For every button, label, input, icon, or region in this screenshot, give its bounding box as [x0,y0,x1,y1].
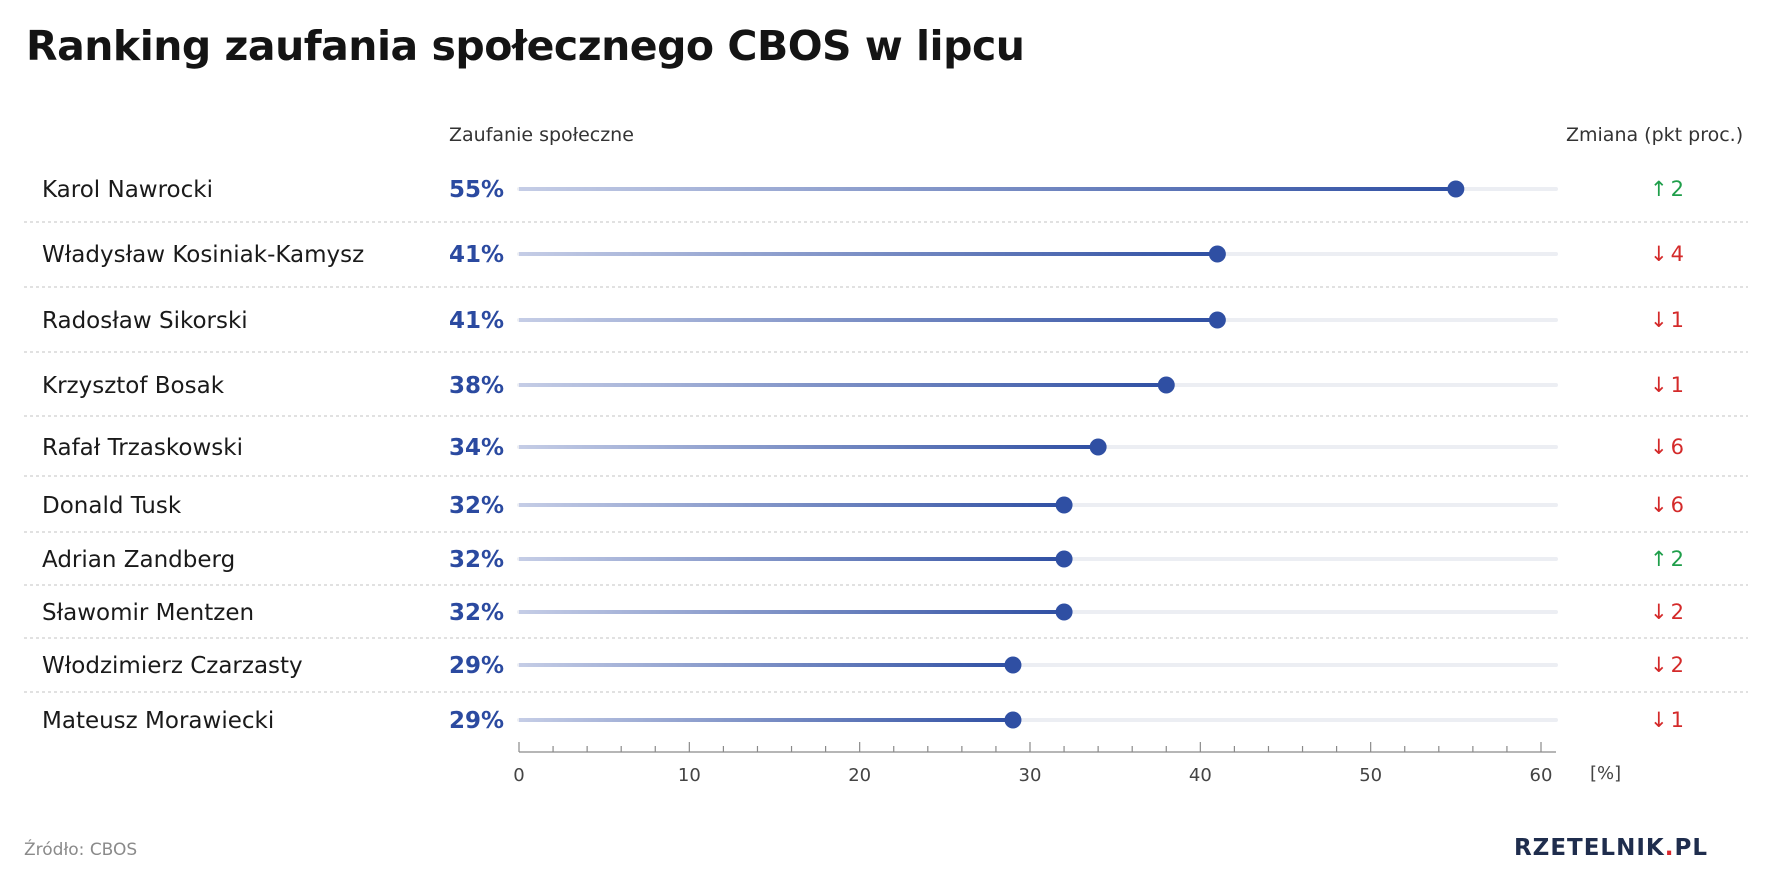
change-column-header: Zmiana (pkt proc.) [1566,124,1744,146]
value-stem [519,718,1013,722]
person-name: Donald Tusk [42,493,182,519]
data-label: 55% [449,177,504,203]
person-name: Krzysztof Bosak [42,373,225,399]
change-down-label: ↓ 1 [1650,373,1684,397]
value-stem [519,663,1013,667]
change-up-label: ↑ 2 [1650,177,1684,201]
brand-tld: PL [1674,835,1708,861]
data-point [1208,311,1226,329]
change-value: 1 [1671,308,1684,332]
data-label: 41% [449,308,504,334]
person-name: Mateusz Morawiecki [42,708,274,734]
person-name: Sławomir Mentzen [42,600,254,626]
data-label: 32% [449,547,504,573]
arrow-down-icon: ↓ [1650,242,1668,266]
change-value: 1 [1671,373,1684,397]
arrow-up-icon: ↑ [1650,177,1668,201]
x-tick-label: 20 [848,765,871,786]
data-point [1208,245,1226,263]
data-point [1055,496,1073,514]
data-point [1004,711,1022,729]
change-down-label: ↓ 2 [1650,653,1684,677]
value-stem [519,610,1065,614]
person-name: Rafał Trzaskowski [42,435,243,461]
data-label: 41% [449,242,504,268]
person-name: Radosław Sikorski [42,308,248,334]
arrow-down-icon: ↓ [1650,708,1668,732]
data-label: 34% [449,435,504,461]
change-down-label: ↓ 6 [1650,493,1684,517]
x-tick-label: 30 [1019,765,1042,786]
change-value: 6 [1671,435,1684,459]
data-point [1055,550,1073,568]
change-down-label: ↓ 4 [1650,242,1684,266]
change-value: 1 [1671,708,1684,732]
change-down-label: ↓ 2 [1650,600,1684,624]
brand-name: RZETELNIK [1513,835,1665,861]
data-point [1447,180,1465,198]
x-axis: 0 10 20 30 40 50 60 [%] [513,742,1621,786]
x-tick-label: 60 [1530,765,1553,786]
x-tick-label: 0 [513,765,524,786]
data-label: 29% [449,708,504,734]
change-value: 4 [1671,242,1684,266]
arrow-down-icon: ↓ [1650,308,1668,332]
arrow-down-icon: ↓ [1650,600,1668,624]
person-name: Karol Nawrocki [42,177,213,203]
person-name: Władysław Kosiniak-Kamysz [42,242,364,268]
x-axis-unit: [%] [1590,763,1621,784]
arrow-down-icon: ↓ [1650,653,1668,677]
value-stem [519,187,1456,191]
value-stem [519,252,1218,256]
data-point [1089,438,1107,456]
change-down-label: ↓ 1 [1650,308,1684,332]
person-name: Adrian Zandberg [42,547,235,573]
data-label: 32% [449,600,504,626]
change-up-label: ↑ 2 [1650,547,1684,571]
change-value: 2 [1671,600,1684,624]
arrow-down-icon: ↓ [1650,493,1668,517]
brand-logo[interactable]: RZETELNIK.PL [1514,835,1708,861]
value-stem [519,557,1065,561]
data-label: 38% [449,373,504,399]
data-label: 32% [449,493,504,519]
source-note: Źródło: CBOS [24,840,138,860]
change-down-label: ↓ 1 [1650,708,1684,732]
x-tick-label: 10 [678,765,701,786]
change-value: 2 [1671,177,1684,201]
data-point [1055,603,1073,621]
change-value: 2 [1671,547,1684,571]
data-label: 29% [449,653,504,679]
brand-dot: . [1664,835,1675,861]
person-name: Włodzimierz Czarzasty [42,653,303,679]
page-title: Ranking zaufania społecznego CBOS w lipc… [26,22,1025,70]
change-value: 6 [1671,493,1684,517]
change-down-label: ↓ 6 [1650,435,1684,459]
value-stem [519,383,1167,387]
arrow-up-icon: ↑ [1650,547,1668,571]
x-tick-label: 40 [1189,765,1212,786]
value-stem [519,503,1065,507]
value-stem [519,318,1218,322]
data-point [1004,656,1022,674]
x-tick-label: 50 [1359,765,1382,786]
arrow-down-icon: ↓ [1650,435,1668,459]
change-value: 2 [1671,653,1684,677]
arrow-down-icon: ↓ [1650,373,1668,397]
value-stem [519,445,1099,449]
data-point [1157,376,1175,394]
trust-column-header: Zaufanie społeczne [449,124,634,146]
